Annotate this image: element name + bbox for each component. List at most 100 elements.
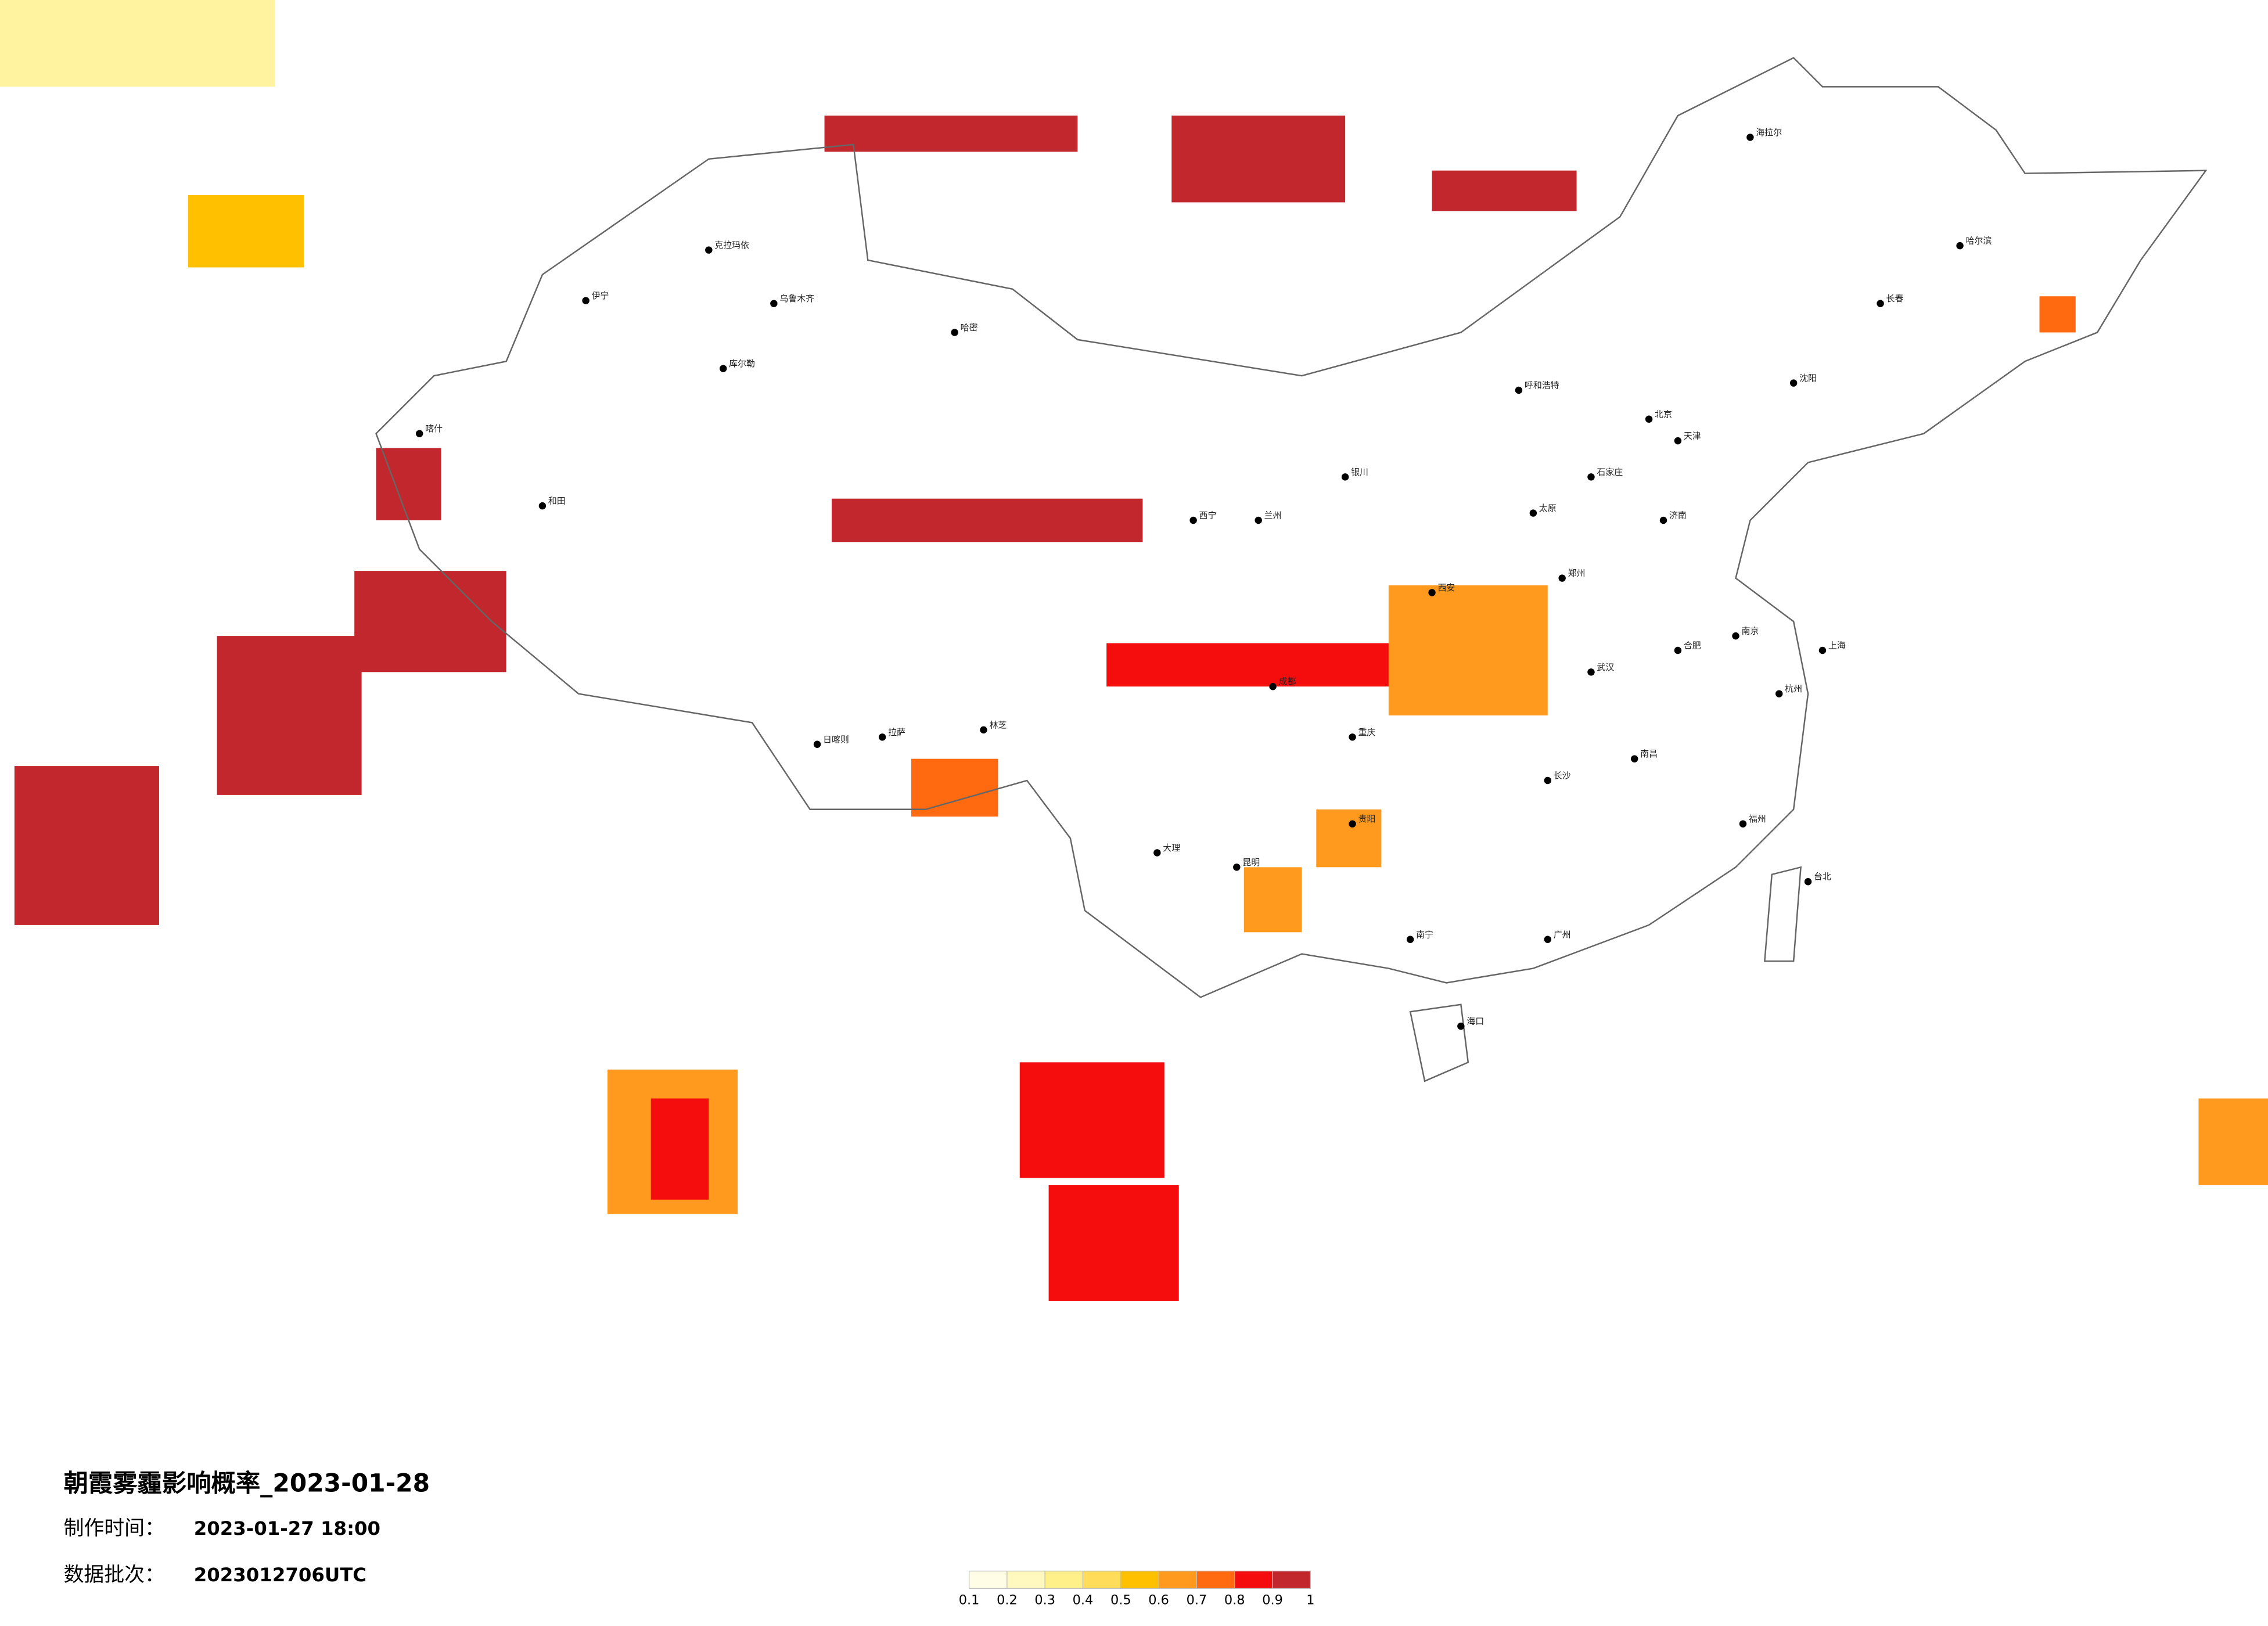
city-label: 林芝 <box>989 720 1007 730</box>
city-label: 和田 <box>548 496 566 506</box>
haze-layer <box>0 0 2268 1301</box>
city-label: 天津 <box>1684 431 1701 441</box>
city-dot <box>1349 820 1356 828</box>
city-label: 石家庄 <box>1597 467 1623 477</box>
legend-tick-label: 1 <box>1306 1593 1314 1608</box>
city-label: 呼和浩特 <box>1525 380 1559 391</box>
city-label: 武汉 <box>1597 662 1614 672</box>
city-dot <box>1775 690 1783 697</box>
city-dot <box>1659 516 1667 524</box>
legend-tick-label: 0.3 <box>1034 1593 1055 1608</box>
city-dot <box>1515 386 1523 394</box>
city-label: 拉萨 <box>888 727 905 738</box>
info-value: 2023012706UTC <box>194 1564 366 1586</box>
city-dot <box>1732 632 1739 640</box>
city-label: 成都 <box>1279 677 1296 687</box>
city-label: 乌鲁木齐 <box>779 293 814 304</box>
city-dot <box>415 430 423 437</box>
legend-swatch <box>1158 1570 1198 1589</box>
city-label: 太原 <box>1539 503 1557 513</box>
legend-tick-label: 0.7 <box>1187 1593 1207 1608</box>
info-label: 制作时间： <box>64 1517 165 1540</box>
city-label: 喀什 <box>425 423 443 434</box>
city-dot <box>1877 300 1884 307</box>
country-outline <box>375 57 2208 998</box>
city-dot <box>582 297 590 304</box>
city-label: 兰州 <box>1264 510 1282 521</box>
city-dot <box>1739 820 1747 828</box>
city-dot <box>1406 936 1414 943</box>
city-dot <box>1746 134 1754 141</box>
legend-tick-label: 0.6 <box>1148 1593 1169 1608</box>
city-dot <box>1544 936 1551 943</box>
legend-tick-label: 0.4 <box>1073 1593 1094 1608</box>
city-label: 南京 <box>1741 626 1759 636</box>
city-label: 北京 <box>1655 409 1672 419</box>
legend-tick-label: 0.2 <box>997 1593 1018 1608</box>
city-label: 伊宁 <box>592 290 609 301</box>
city-dot <box>1587 473 1595 481</box>
city-dot <box>1269 683 1277 690</box>
city-dot <box>1255 516 1262 524</box>
legend-swatch <box>968 1570 1008 1589</box>
city-dot <box>1645 415 1653 423</box>
city-label: 哈尔滨 <box>1965 236 1992 246</box>
city-dot <box>719 365 727 372</box>
city-dot <box>1349 733 1356 741</box>
legend-swatch <box>1007 1570 1045 1589</box>
legend-tick-label: 0.1 <box>959 1593 980 1608</box>
city-label: 昆明 <box>1242 857 1260 868</box>
city-label: 合肥 <box>1684 641 1701 651</box>
city-label: 杭州 <box>1785 684 1802 694</box>
city-label: 西安 <box>1437 582 1455 593</box>
city-dot <box>1153 849 1161 857</box>
city-label: 郑州 <box>1568 568 1586 578</box>
legend-swatch <box>1272 1570 1311 1589</box>
city-dot <box>1428 589 1436 596</box>
city-dot <box>1189 516 1197 524</box>
city-label: 福州 <box>1749 814 1766 824</box>
city-label: 长沙 <box>1554 771 1571 781</box>
city-dot <box>1630 755 1638 762</box>
city-label: 哈密 <box>961 322 978 333</box>
city-label: 重庆 <box>1358 727 1376 738</box>
legend-swatch <box>1082 1570 1122 1589</box>
city-dot <box>951 329 958 336</box>
city-label: 克拉玛依 <box>714 240 749 250</box>
city-label: 大理 <box>1163 843 1180 853</box>
city-dot <box>538 502 547 510</box>
city-label: 海口 <box>1467 1016 1484 1027</box>
city-label: 西宁 <box>1199 510 1217 521</box>
city-label: 海拉尔 <box>1756 127 1782 138</box>
info-value: 2023-01-27 18:00 <box>194 1517 380 1539</box>
city-label: 日喀则 <box>823 734 849 744</box>
info-label: 数据批次： <box>64 1563 165 1587</box>
legend-swatch <box>1234 1570 1273 1589</box>
legend-swatch <box>1120 1570 1159 1589</box>
city-dot <box>1674 646 1682 654</box>
city-label: 沈阳 <box>1799 373 1817 383</box>
city-dot <box>1956 242 1964 250</box>
city-dot <box>1674 437 1682 445</box>
island-outline <box>1409 866 1802 1082</box>
city-dot <box>1341 473 1349 481</box>
city-dot <box>705 246 713 254</box>
map-title: 朝霞雾霾影响概率_2023-01-28 <box>64 1469 430 1498</box>
legend-swatch <box>1196 1570 1235 1589</box>
city-dot <box>1789 379 1798 387</box>
city-dot <box>1804 878 1812 886</box>
city-label: 济南 <box>1669 510 1687 521</box>
city-dot <box>1233 864 1241 871</box>
city-dot <box>1457 1022 1465 1030</box>
city-dot <box>980 726 987 734</box>
city-label: 台北 <box>1814 872 1831 882</box>
city-label: 长春 <box>1886 293 1904 304</box>
legend-tick-label: 0.9 <box>1262 1593 1283 1608</box>
city-label: 贵阳 <box>1358 814 1376 824</box>
city-dot <box>1529 509 1537 517</box>
city-dot <box>1558 574 1566 582</box>
city-label: 库尔勒 <box>729 358 755 369</box>
legend-swatch <box>1044 1570 1084 1589</box>
